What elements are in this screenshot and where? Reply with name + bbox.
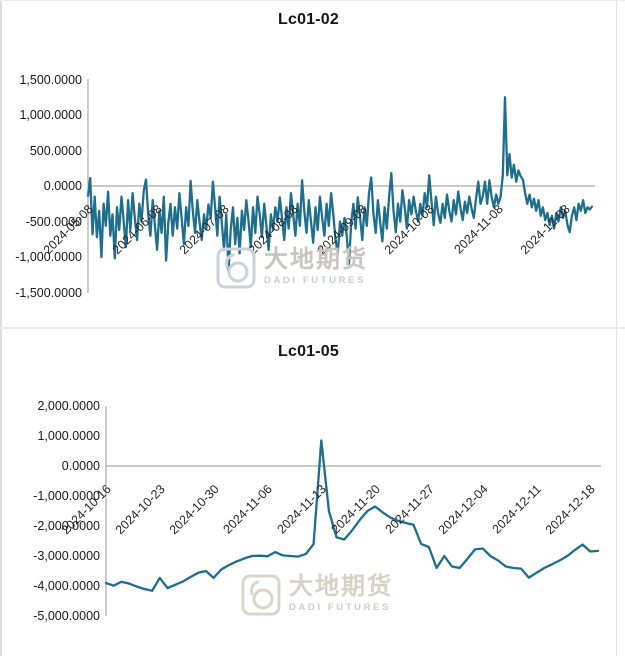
chart2-series-line bbox=[104, 439, 600, 592]
chart2-y-tick-label: -5,000.0000 bbox=[33, 609, 100, 623]
watermark-en-text: DADI FUTURES bbox=[264, 275, 366, 286]
watermark-en-text: DADI FUTURES bbox=[289, 602, 391, 613]
chart1-y-tick-label: 500.0000 bbox=[29, 143, 82, 158]
chart2-y-tick-label: -4,000.0000 bbox=[33, 579, 100, 593]
panel-divider bbox=[0, 327, 625, 329]
watermark-top: 大地期货 DADI FUTURES bbox=[216, 247, 368, 289]
chart1-y-tick-label: -500.0000 bbox=[25, 214, 82, 229]
chart1-y-tick-label: 0.0000 bbox=[43, 179, 82, 193]
chart1-y-tick-label: 1,000.0000 bbox=[19, 108, 82, 122]
watermark-cn-text: 大地期货 bbox=[289, 573, 393, 600]
chart1-series-line bbox=[86, 96, 594, 273]
chart1-title: Lc01-02 bbox=[278, 11, 339, 28]
chart2-title: Lc01-05 bbox=[278, 343, 339, 360]
chart1-axes bbox=[87, 79, 595, 293]
dadi-futures-logo-icon bbox=[216, 247, 256, 289]
chart1-y-tick-label: -1,000.0000 bbox=[15, 250, 82, 264]
watermark-cn-text: 大地期货 bbox=[264, 246, 368, 273]
chart2-y-tick-label: -1,000.0000 bbox=[33, 489, 100, 503]
chart2-y-tick-label: 0.0000 bbox=[61, 459, 100, 473]
chart2-axes bbox=[105, 406, 601, 616]
chart2-y-tick-label: 1,000.0000 bbox=[37, 429, 100, 443]
chart2-y-tick-label: -2,000.0000 bbox=[33, 519, 100, 533]
dadi-futures-logo-icon bbox=[241, 574, 281, 616]
chart1-y-tick-label: 1,500.0000 bbox=[19, 72, 82, 87]
chart1-y-tick-label: -1,500.0000 bbox=[15, 285, 82, 300]
watermark-bottom: 大地期货 DADI FUTURES bbox=[241, 574, 393, 616]
chart2-y-tick-label: 2,000.0000 bbox=[37, 399, 100, 413]
chart2-y-tick-label: -3,000.0000 bbox=[33, 549, 100, 563]
